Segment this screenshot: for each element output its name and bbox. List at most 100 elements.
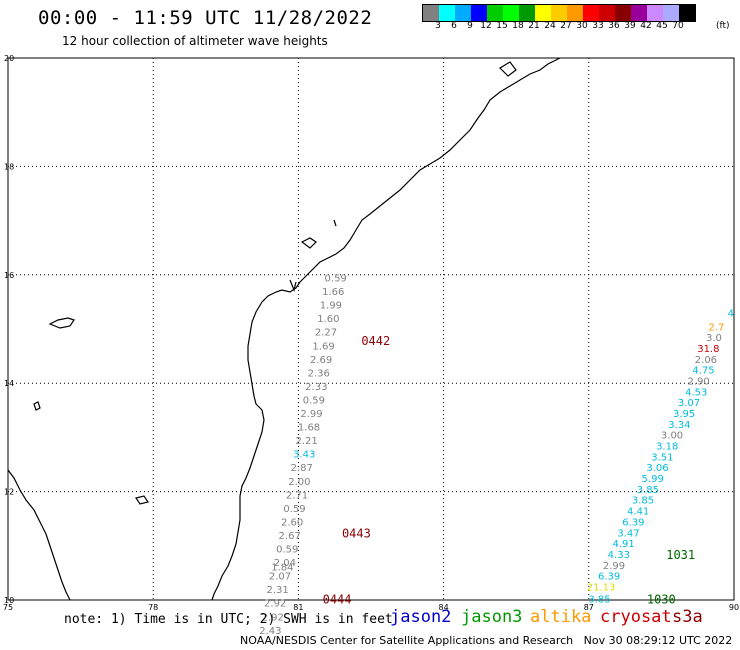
wave-height-value: 0.59 bbox=[325, 274, 347, 285]
island-small-5 bbox=[499, 61, 517, 77]
wave-height-value: 2.92 bbox=[264, 599, 286, 610]
footer-credit: NOAA/NESDIS Center for Satellite Applica… bbox=[240, 634, 733, 647]
color-scale-tick: 15 bbox=[496, 21, 508, 31]
legend-item-cryosat: cryosat bbox=[600, 607, 672, 627]
wave-height-value: 2.99 bbox=[603, 561, 625, 572]
wave-height-value: 4 bbox=[728, 309, 734, 320]
latitude-label: 16 bbox=[4, 271, 14, 280]
wave-height-value: 4.33 bbox=[608, 550, 630, 561]
color-swatch bbox=[583, 5, 599, 21]
wave-height-value: 3.85 bbox=[632, 496, 654, 507]
color-swatch bbox=[599, 5, 615, 21]
wave-height-value: 3.18 bbox=[656, 442, 678, 453]
island-small-7 bbox=[289, 279, 297, 292]
longitude-label: 87 bbox=[584, 603, 594, 612]
wave-height-value: 0.59 bbox=[283, 504, 305, 515]
wave-height-value: 2.04 bbox=[274, 558, 296, 569]
wave-height-value: 1.60 bbox=[317, 314, 339, 325]
color-swatch bbox=[551, 5, 567, 21]
color-swatch bbox=[631, 5, 647, 21]
wave-height-value: 1.99 bbox=[320, 301, 342, 312]
wave-height-value: 1.69 bbox=[312, 341, 334, 352]
wave-height-value: 3.51 bbox=[651, 452, 673, 463]
longitude-label: 75 bbox=[3, 603, 13, 612]
color-scale-tick: 3 bbox=[435, 21, 441, 31]
legend-item-jason2: jason2 bbox=[390, 607, 452, 627]
wave-height-value: 4.41 bbox=[627, 507, 649, 518]
wave-height-value: 2.21 bbox=[295, 436, 317, 447]
wave-height-value: 3.07 bbox=[678, 398, 700, 409]
wave-height-value: 3.0 bbox=[706, 333, 722, 344]
footer-note: note: 1) Time is in UTC; 2) SWH is in fe… bbox=[64, 612, 393, 627]
map-gridlines bbox=[8, 58, 734, 600]
latitude-labels: 20 18 16 14 12 10 bbox=[4, 54, 14, 605]
color-swatch bbox=[439, 5, 455, 21]
wave-height-value: 6.39 bbox=[598, 572, 620, 583]
longitude-labels: 75 78 81 84 87 90 bbox=[3, 603, 739, 612]
swh-track-b: 42.73.031.82.064.752.904.533.073.953.343… bbox=[587, 309, 734, 606]
wave-height-value: 2.71 bbox=[286, 490, 308, 501]
island-small-1 bbox=[48, 317, 75, 329]
swh-track-a: 0.59 1.66 1.99 1.60 2.27 1.69 2.69 2.36 2.33 0.59… bbox=[259, 274, 347, 637]
island-small-2 bbox=[300, 237, 317, 249]
color-swatch bbox=[663, 5, 679, 21]
color-scale-tick: 39 bbox=[624, 21, 636, 31]
pass-time-label: 1030 bbox=[647, 592, 676, 606]
map-subtitle: 12 hour collection of altimeter wave hei… bbox=[62, 34, 328, 48]
wave-height-value: 6.39 bbox=[622, 517, 644, 528]
color-scale-tick: 33 bbox=[592, 21, 604, 31]
longitude-label: 81 bbox=[293, 603, 303, 612]
wave-height-value: 2.92 bbox=[262, 612, 284, 623]
color-swatch bbox=[679, 5, 695, 21]
color-swatch bbox=[647, 5, 663, 21]
island-small-4 bbox=[33, 401, 41, 411]
wave-height-value: 4.75 bbox=[692, 366, 714, 377]
wave-height-value: 3.85 bbox=[588, 594, 610, 605]
color-scale-tick: 21 bbox=[528, 21, 540, 31]
wave-height-value: 0.59 bbox=[276, 545, 298, 556]
coastline bbox=[7, 57, 561, 601]
wave-height-value: 2.90 bbox=[688, 376, 710, 387]
coastline-sri-lanka-west bbox=[7, 469, 71, 601]
wave-height-value: 5.99 bbox=[642, 474, 664, 485]
color-scale-tick: 42 bbox=[640, 21, 652, 31]
wave-height-value: 2.00 bbox=[288, 477, 310, 488]
color-scale-tick: 6 bbox=[451, 21, 457, 31]
wave-height-value: 2.36 bbox=[308, 368, 330, 379]
color-scale-tick: 9 bbox=[467, 21, 473, 31]
pass-time-label: 1031 bbox=[666, 548, 695, 562]
latitude-label: 18 bbox=[4, 162, 14, 171]
wave-height-value: 1.68 bbox=[298, 423, 320, 434]
wave-height-value: 3.47 bbox=[617, 528, 639, 539]
legend-item-jason3: jason3 bbox=[461, 607, 523, 627]
pass-time-label: 0443 bbox=[342, 526, 371, 540]
wave-height-value: 2.27 bbox=[315, 328, 337, 339]
latitude-label: 14 bbox=[4, 379, 14, 388]
wave-height-value: 2.87 bbox=[291, 463, 313, 474]
color-scale-tick: 70 bbox=[672, 21, 684, 31]
wave-height-value: 3.85 bbox=[637, 485, 659, 496]
color-scale-bar bbox=[422, 4, 696, 22]
legend-item-s3a: s3a bbox=[672, 607, 703, 627]
wave-height-value: 2.07 bbox=[269, 572, 291, 583]
wave-height-value: 31.8 bbox=[697, 344, 719, 355]
longitude-label: 78 bbox=[148, 603, 158, 612]
wave-height-value: 2.33 bbox=[305, 382, 327, 393]
wave-height-value: 3.34 bbox=[668, 420, 690, 431]
color-swatch bbox=[487, 5, 503, 21]
latitude-label: 20 bbox=[4, 54, 14, 63]
wave-height-value: 3.06 bbox=[646, 463, 668, 474]
wave-height-value: 1.84 bbox=[271, 562, 293, 573]
coastline-india-east bbox=[211, 57, 561, 601]
longitude-label: 90 bbox=[729, 603, 739, 612]
color-swatch bbox=[519, 5, 535, 21]
color-swatch bbox=[503, 5, 519, 21]
pass-time-label: 0444 bbox=[323, 592, 352, 606]
wave-height-value: 2.06 bbox=[695, 355, 717, 366]
wave-height-value: 2.69 bbox=[310, 355, 332, 366]
wave-height-value: 1.66 bbox=[322, 287, 344, 298]
wave-height-value: 4.91 bbox=[613, 539, 635, 550]
longitude-label: 84 bbox=[439, 603, 449, 612]
wave-height-value: 2.99 bbox=[300, 409, 322, 420]
